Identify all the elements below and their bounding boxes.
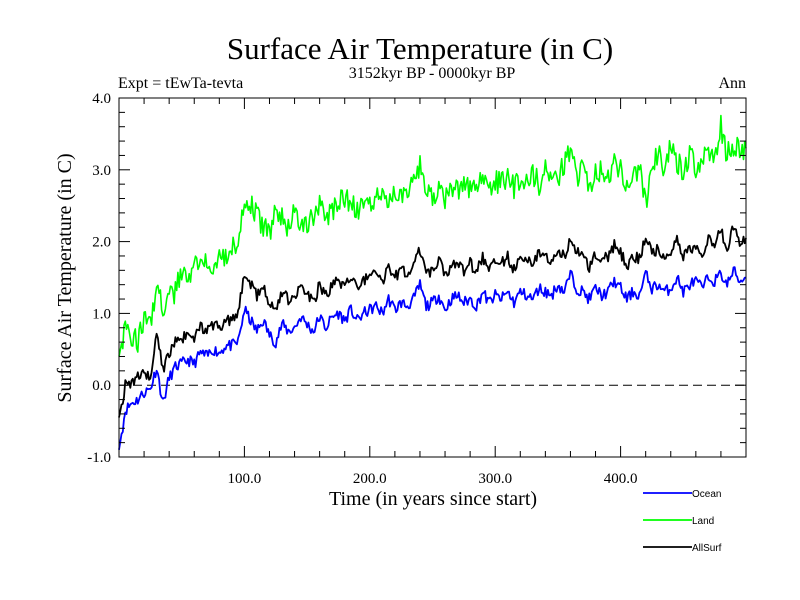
x-axis-label: Time (in years since start) [329, 488, 537, 510]
legend-label-land: Land [692, 516, 714, 527]
y-tick-label: 0.0 [92, 378, 111, 394]
series-line-allsurf [118, 225, 747, 418]
x-tick-label: 200.0 [353, 471, 387, 487]
y-tick-label: 4.0 [92, 91, 111, 107]
legend-label-allsurf: AllSurf [692, 543, 722, 554]
legend: Ocean Land AllSurf [643, 489, 722, 554]
x-tick-label: 400.0 [604, 471, 638, 487]
x-tick-label: 300.0 [478, 471, 512, 487]
y-tick-label: 3.0 [92, 163, 111, 179]
y-tick-label: 1.0 [92, 306, 111, 322]
chart-title: Surface Air Temperature (in C) [227, 31, 613, 66]
series-line-land [118, 114, 747, 357]
series-line-ocean [118, 266, 747, 450]
y-tick-label: 2.0 [92, 235, 111, 251]
plot-frame [118, 97, 747, 458]
x-tick-label: 100.0 [228, 471, 262, 487]
y-axis-label: Surface Air Temperature (in C) [54, 153, 76, 402]
y-tick-label: -1.0 [87, 450, 111, 466]
season-label: Ann [718, 75, 746, 92]
legend-label-ocean: Ocean [692, 489, 721, 500]
plot-area: 100.0 200.0 300.0 400.0 -1.0 0.0 1.0 2.0 3.0 4.0 [87, 91, 747, 487]
experiment-label: Expt = tEwTa-tevta [118, 75, 243, 92]
chart-subtitle: 3152kyr BP - 0000kyr BP [349, 65, 516, 82]
